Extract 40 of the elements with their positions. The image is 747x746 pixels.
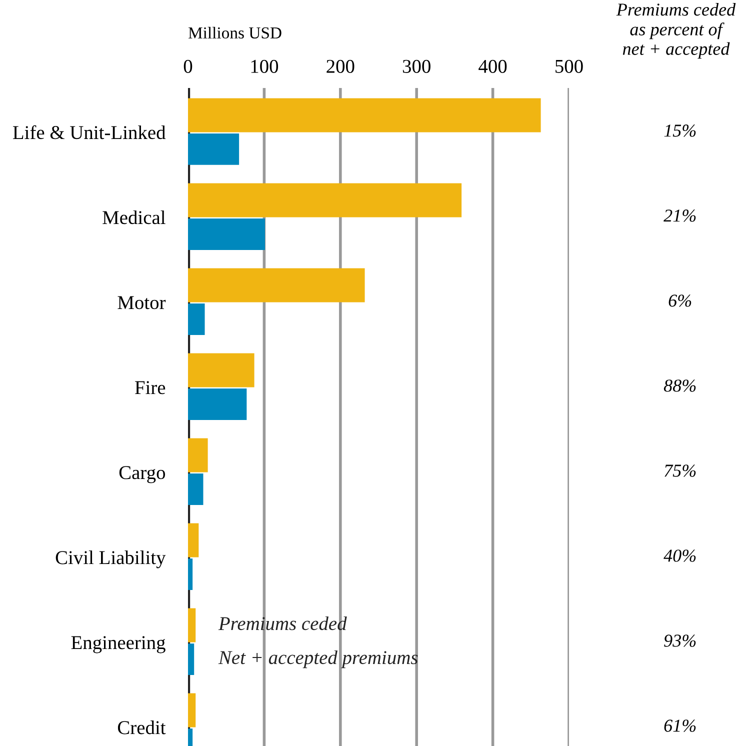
y-tick-label: Civil Liability — [56, 550, 166, 568]
y-tick-label: Medical — [102, 210, 166, 224]
x-tick-label: 200 — [326, 60, 354, 73]
text: 40% — [664, 550, 696, 562]
y-tick-label: Engineering — [71, 636, 166, 654]
bar — [188, 304, 205, 335]
x-tick-label: 100 — [251, 60, 278, 73]
text: 6% — [668, 294, 692, 307]
x-tick-label: 0 — [184, 60, 192, 73]
y-tick-label: Credit — [118, 720, 166, 734]
bar — [188, 523, 199, 558]
text: Premiums ceded as percent of net + accepted — [616, 3, 736, 59]
text: 88% — [664, 380, 696, 392]
x-tick-label: 500 — [556, 60, 583, 73]
x-tick-label: 400 — [478, 60, 507, 73]
bar — [188, 218, 265, 250]
x-tick-label: 300 — [402, 60, 430, 73]
y-tick-label: Fire — [135, 381, 166, 394]
x-axis-title: Millions USD — [188, 26, 282, 39]
text: 75% — [664, 464, 696, 477]
bar — [188, 353, 254, 388]
y-tick-label: Cargo — [119, 466, 166, 484]
bar — [188, 608, 196, 642]
series-label: Premiums ceded — [218, 616, 347, 630]
bar — [188, 474, 204, 505]
text: 21% — [664, 210, 696, 222]
series-label: Net + accepted premiums — [218, 650, 418, 668]
bar — [188, 268, 365, 302]
bar — [188, 388, 247, 420]
bar — [188, 133, 240, 165]
text: 15% — [664, 124, 696, 137]
bar — [188, 98, 541, 132]
y-tick-label: Motor — [118, 296, 166, 310]
bar — [188, 558, 193, 590]
text: 93% — [664, 634, 696, 647]
y-tick-label: Life & Unit-Linked — [12, 125, 166, 140]
bar — [188, 183, 462, 218]
text: 61% — [664, 720, 696, 732]
bar — [188, 644, 194, 676]
bar — [188, 438, 208, 472]
